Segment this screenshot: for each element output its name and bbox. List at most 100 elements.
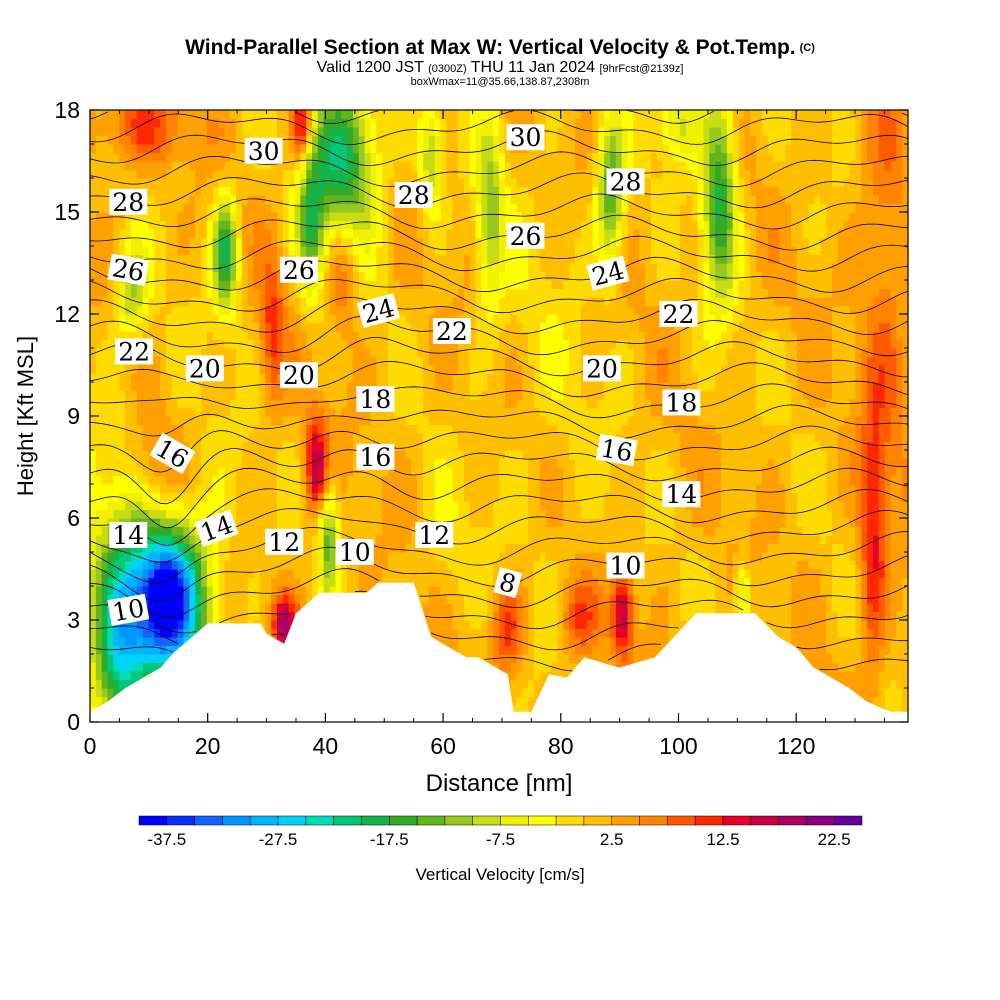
w-cell — [107, 390, 114, 400]
w-cell — [165, 118, 173, 128]
w-cell — [487, 161, 494, 171]
w-cell — [294, 569, 301, 579]
w-cell — [253, 263, 261, 273]
w-cell — [253, 339, 261, 349]
w-cell — [265, 475, 272, 485]
w-cell — [382, 118, 389, 128]
w-cell — [306, 127, 313, 137]
w-cell — [335, 339, 342, 349]
w-cell — [399, 237, 407, 247]
w-cell — [382, 433, 389, 443]
w-cell — [230, 135, 237, 145]
w-cell — [171, 144, 179, 154]
w-cell — [317, 229, 325, 239]
w-cell — [463, 288, 471, 298]
w-cell — [411, 169, 418, 179]
w-cell — [107, 365, 114, 375]
w-cell — [317, 186, 325, 196]
w-cell — [271, 322, 278, 332]
w-cell — [165, 509, 173, 519]
w-cell — [428, 594, 436, 604]
w-cell — [306, 569, 313, 579]
w-cell — [130, 543, 138, 553]
w-cell — [95, 467, 103, 477]
w-cell — [434, 110, 442, 120]
w-cell — [306, 586, 313, 596]
w-cell — [487, 594, 494, 604]
w-cell — [230, 161, 237, 171]
w-cell — [487, 237, 494, 247]
w-cell — [95, 297, 103, 307]
w-cell — [463, 645, 471, 655]
w-cell — [335, 475, 342, 485]
w-cell — [481, 331, 488, 341]
w-cell — [142, 407, 150, 417]
w-cell — [130, 178, 138, 188]
w-cell — [95, 169, 103, 179]
w-cell — [352, 220, 360, 230]
w-cell — [125, 484, 132, 494]
w-cell — [475, 450, 483, 460]
w-cell — [481, 620, 488, 630]
w-cell — [113, 322, 120, 332]
w-cell — [101, 365, 109, 375]
w-cell — [276, 161, 284, 171]
w-cell — [218, 577, 225, 587]
w-cell — [130, 586, 138, 596]
w-cell — [165, 492, 173, 502]
w-cell — [335, 458, 342, 468]
w-cell — [230, 450, 237, 460]
w-cell — [475, 110, 483, 120]
w-cell — [358, 118, 366, 128]
w-cell — [236, 118, 243, 128]
w-cell — [335, 322, 342, 332]
w-cell — [341, 484, 348, 494]
w-cell — [306, 297, 313, 307]
w-cell — [352, 492, 360, 502]
w-cell — [259, 110, 266, 120]
w-cell — [329, 433, 336, 443]
w-cell — [212, 314, 220, 324]
w-cell — [487, 152, 494, 162]
w-cell — [317, 152, 325, 162]
w-cell — [119, 679, 126, 689]
w-cell — [201, 178, 208, 188]
w-cell — [189, 407, 196, 417]
w-cell — [189, 441, 196, 451]
w-cell — [113, 110, 120, 120]
w-cell — [171, 603, 179, 613]
w-cell — [253, 110, 261, 120]
w-cell — [119, 620, 126, 630]
w-cell — [230, 263, 237, 273]
w-cell — [341, 467, 348, 477]
w-cell — [294, 586, 301, 596]
w-cell — [417, 450, 424, 460]
w-cell — [288, 441, 296, 451]
w-cell — [113, 569, 120, 579]
w-cell — [382, 356, 389, 366]
w-cell — [259, 280, 266, 290]
w-cell — [475, 339, 483, 349]
w-cell — [224, 135, 231, 145]
w-cell — [364, 484, 372, 494]
w-cell — [341, 509, 348, 519]
w-cell — [206, 543, 214, 553]
w-cell — [440, 560, 448, 570]
w-cell — [107, 118, 114, 128]
w-cell — [452, 280, 459, 290]
w-cell — [160, 611, 167, 621]
w-cell — [259, 441, 266, 451]
w-cell — [370, 467, 377, 477]
w-cell — [306, 424, 313, 434]
w-cell — [487, 637, 494, 647]
w-cell — [160, 152, 167, 162]
w-cell — [317, 433, 325, 443]
w-cell — [101, 110, 109, 120]
w-cell — [405, 271, 412, 281]
w-cell — [300, 441, 307, 451]
w-cell — [463, 433, 471, 443]
w-cell — [370, 263, 377, 273]
w-cell — [423, 305, 430, 315]
w-cell — [177, 229, 185, 239]
w-cell — [446, 220, 453, 230]
